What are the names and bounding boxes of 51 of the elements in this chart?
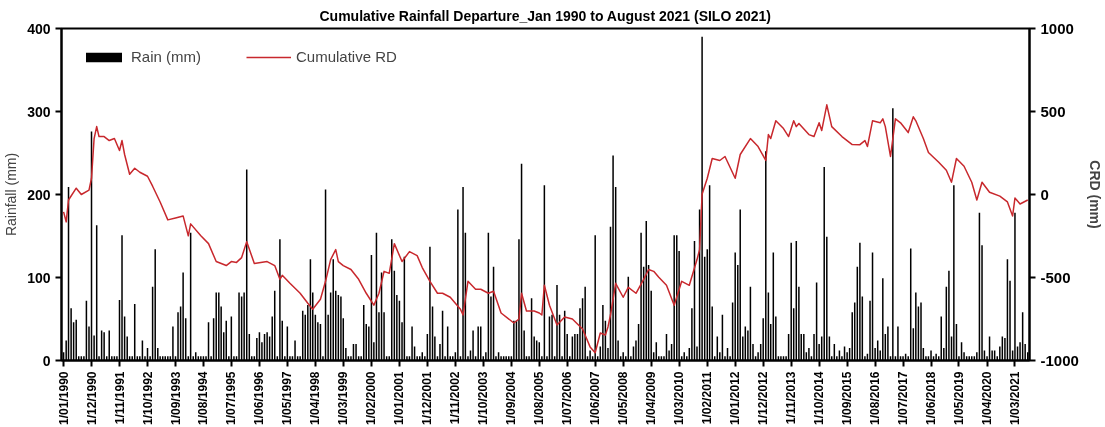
x-tick-label: 1/10/2003 [476,371,491,425]
x-tick-label: 1/06/2007 [588,371,603,425]
y2-tick-label: 0 [1040,185,1049,203]
x-tick-label: 1/03/1999 [336,371,351,425]
x-tick-label: 1/11/2002 [448,371,463,425]
y-tick-label: 100 [27,269,51,286]
x-tick-label: 1/02/2000 [364,371,379,425]
x-tick-label: 1/08/1994 [196,371,211,425]
y2-tick-label: -500 [1040,268,1071,286]
y-tick-label: 0 [42,352,51,369]
y-axis-title: Rainfall (mm) [3,152,20,237]
y2-axis-title: CRD (mm) [1086,160,1103,229]
x-tick-label: 1/07/1995 [224,371,239,425]
x-tick-label: 1/01/2012 [728,371,743,425]
x-tick-label: 1/03/2021 [1007,371,1022,425]
x-tick-label: 1/02/2011 [700,371,715,425]
x-tick-label: 1/07/2017 [896,371,911,425]
x-tick-label: 1/04/2009 [644,371,659,425]
x-tick-label: 1/09/1993 [168,371,183,425]
x-tick-label: 1/05/1997 [280,371,295,425]
x-tick-label: 1/07/2006 [560,371,575,425]
x-tick-label: 1/10/2014 [812,371,827,425]
x-tick-label: 1/06/2018 [924,371,939,425]
x-tick-label: 1/05/2008 [616,371,631,425]
x-tick-label: 1/04/2020 [980,371,995,425]
x-tick-label: 1/06/1996 [252,371,267,425]
x-tick-label: 1/08/2005 [532,371,547,425]
y2-tick-label: -1000 [1040,351,1079,369]
x-tick-label: 1/12/1990 [84,371,99,425]
x-tick-label: 1/08/2016 [868,371,883,425]
x-tick-label: 1/01/1990 [56,371,71,425]
line-series [62,104,1029,354]
x-tick-label: 1/11/1991 [112,371,127,425]
y-tick-label: 400 [27,20,51,37]
x-tick-label: 1/11/2013 [784,371,799,425]
x-tick-label: 1/01/2001 [392,371,407,425]
y-tick-label: 200 [27,186,51,203]
chart-title: Cumulative Rainfall Departure_Jan 1990 to August 2021 (SILO 2021) [319,7,772,24]
x-tick-label: 1/09/2015 [840,371,855,425]
legend-label: Cumulative RD [296,48,397,65]
x-tick-label: 1/09/2004 [504,371,519,425]
x-tick-label: 1/10/1992 [140,371,155,425]
x-tick-label: 1/12/2012 [756,371,771,425]
legend-label: Rain (mm) [131,48,201,65]
x-tick-label: 1/05/2019 [951,371,966,425]
y2-tick-label: 1000 [1040,19,1074,37]
y2-tick-label: 500 [1040,102,1066,120]
x-tick-label: 1/12/2001 [420,371,435,425]
x-tick-label: 1/04/1998 [308,371,323,425]
x-tick-label: 1/03/2010 [672,371,687,425]
y-tick-label: 300 [27,103,51,120]
